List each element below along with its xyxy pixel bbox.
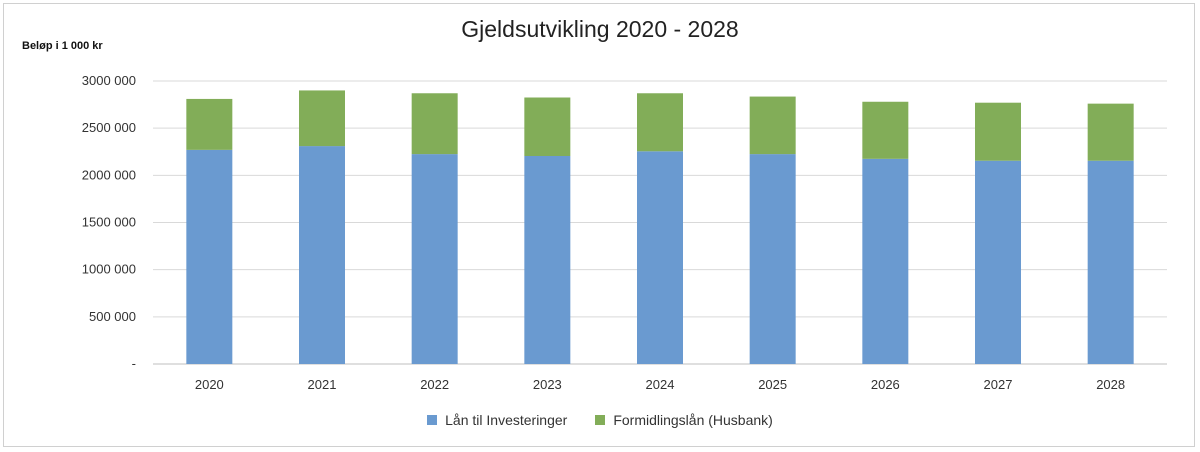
- chart-title: Gjeldsutvikling 2020 - 2028: [461, 16, 739, 42]
- legend-item-formidlingslan: Formidlingslån (Husbank): [595, 412, 773, 428]
- bar-2024-series-0: [637, 151, 683, 364]
- bar-2020-series-1: [186, 98, 233, 150]
- bar-2024-series-1: [637, 93, 683, 152]
- bar-2027-series-1: [975, 102, 1021, 161]
- legend: Lån til Investeringer Formidlingslån (Hu…: [0, 412, 1200, 428]
- bar-2020-series-0: [186, 149, 233, 364]
- y-tick-label: 2500 000: [82, 120, 136, 135]
- y-axis-label: Beløp i 1 000 kr: [22, 40, 103, 52]
- bar-2028-series-1: [1087, 103, 1134, 161]
- bar-2028-series-0: [1087, 160, 1134, 364]
- y-tick-label: 3000 000: [82, 73, 136, 88]
- x-tick-labels: 2020 2021 2022 2023 2024 2025 2026 2027 2028: [195, 377, 1125, 392]
- y-tick-label: 2000 000: [82, 167, 136, 182]
- bar-2021-series-1: [299, 90, 345, 147]
- x-tick-label: 2027: [984, 377, 1013, 392]
- bar-2025-series-1: [749, 96, 796, 155]
- legend-label: Formidlingslån (Husbank): [613, 412, 773, 428]
- bar-2026-series-1: [862, 101, 909, 159]
- y-tick-label: 500 000: [89, 309, 136, 324]
- bar-2022-series-1: [411, 93, 458, 155]
- bar-2023-series-0: [524, 155, 571, 364]
- y-tick-label: 1500 000: [82, 215, 136, 230]
- legend-item-investeringer: Lån til Investeringer: [427, 412, 567, 428]
- bar-2027-series-0: [975, 160, 1021, 364]
- x-tick-label: 2024: [646, 377, 675, 392]
- legend-label: Lån til Investeringer: [445, 412, 568, 428]
- y-tick-labels: - 500 000 1000 000 1500 000 2000 000 2500 000…: [82, 73, 136, 371]
- x-tick-label: 2021: [308, 377, 337, 392]
- x-tick-label: 2025: [758, 377, 787, 392]
- x-tick-label: 2022: [420, 377, 449, 392]
- legend-swatch: [427, 415, 438, 425]
- bar-2025-series-0: [749, 154, 796, 364]
- x-tick-label: 2020: [195, 377, 224, 392]
- x-tick-label: 2023: [533, 377, 562, 392]
- legend-swatch: [595, 415, 606, 425]
- y-tick-label: -: [132, 356, 136, 371]
- bar-2026-series-0: [862, 158, 909, 364]
- x-tick-label: 2028: [1096, 377, 1125, 392]
- bar-2023-series-1: [524, 97, 571, 156]
- bar-2022-series-0: [411, 154, 458, 364]
- bars: [186, 90, 1134, 364]
- x-tick-label: 2026: [871, 377, 900, 392]
- y-tick-label: 1000 000: [82, 262, 136, 277]
- bar-2021-series-0: [299, 146, 345, 364]
